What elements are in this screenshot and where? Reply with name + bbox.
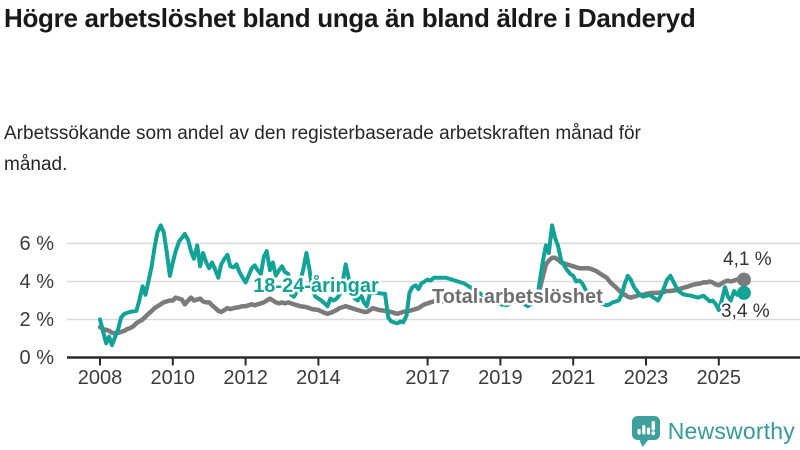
x-tick-label: 2025	[697, 367, 742, 389]
y-tick-label: 0 %	[20, 347, 55, 369]
newsworthy-chart-bubble-icon	[631, 416, 660, 447]
series-end-dot	[736, 272, 751, 287]
chart-labels: 18-24-åringar Total arbetslöshet 4,1 % 3…	[251, 247, 774, 324]
axes: 2008 2010 2012 2014 2017 2019 2021 2023 2025 0 % 2…	[20, 233, 800, 389]
x-tick-label: 2017	[405, 367, 450, 389]
end-value-youth: 3,4 %	[721, 301, 770, 322]
series-end-dot	[736, 285, 751, 300]
page-title: Högre arbetslöshet bland unga än bland ä…	[4, 3, 696, 33]
y-tick-label: 2 %	[20, 309, 55, 331]
x-tick-label: 2023	[624, 367, 669, 389]
x-tick-label: 2008	[78, 367, 123, 389]
series-line	[97, 255, 743, 336]
x-tick-label: 2010	[151, 367, 196, 389]
series-label-youth: 18-24-åringar	[253, 274, 379, 297]
x-tick-label: 2014	[296, 367, 341, 389]
series-label-total: Total arbetslöshet	[432, 286, 603, 308]
y-tick-label: 4 %	[20, 271, 55, 293]
newsworthy-wordmark: Newsworthy	[667, 418, 795, 444]
x-tick-label: 2019	[478, 367, 523, 389]
x-tick-label: 2021	[551, 367, 596, 389]
series-lines	[97, 223, 751, 348]
series-line	[98, 223, 742, 348]
end-value-total: 4,1 %	[723, 249, 772, 270]
y-tick-label: 6 %	[20, 233, 55, 255]
gridlines	[67, 242, 800, 321]
x-tick-label: 2012	[223, 367, 268, 389]
chart-description: Arbetssökande som andel av den registerb…	[4, 123, 641, 176]
newsworthy-logo[interactable]: Newsworthy	[631, 415, 795, 448]
